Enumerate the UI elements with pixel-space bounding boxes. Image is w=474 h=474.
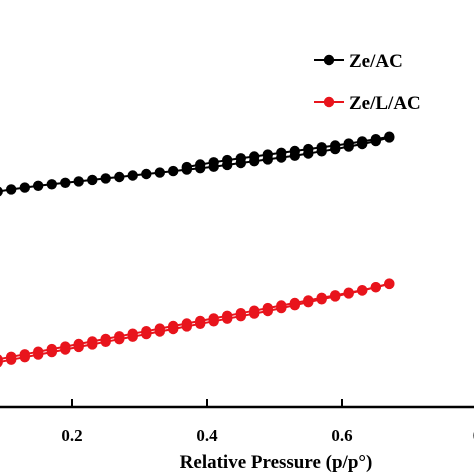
series-layer: [0, 131, 395, 367]
data-point: [222, 154, 233, 166]
data-point: [73, 176, 84, 187]
data-point: [208, 157, 219, 168]
data-point: [60, 177, 71, 188]
data-point: [384, 131, 395, 142]
x-tick-label: 0.4: [196, 426, 218, 445]
data-point: [141, 326, 152, 337]
legend-label: Ze/L/AC: [349, 93, 421, 114]
data-point: [235, 153, 246, 164]
data-point: [154, 167, 165, 178]
data-point: [289, 145, 300, 157]
data-point: [316, 142, 327, 153]
data-point: [330, 140, 341, 151]
legend-marker: [323, 54, 335, 66]
data-point: [33, 180, 44, 191]
data-point: [357, 285, 368, 296]
legend-item: Ze/L/AC: [314, 93, 421, 114]
data-point: [127, 170, 138, 181]
data-point: [6, 351, 17, 362]
data-point: [195, 315, 206, 327]
data-point: [181, 318, 192, 329]
series-line: [186, 135, 390, 169]
data-point: [0, 186, 3, 197]
data-point: [168, 165, 179, 177]
data-point: [357, 136, 368, 147]
data-point: [100, 333, 111, 345]
x-ticks: 0.2 0.4 0.6 0: [61, 399, 474, 445]
data-point: [46, 343, 57, 355]
x-tick-label: 0.6: [331, 426, 352, 445]
legend-marker: [323, 96, 335, 108]
data-point: [6, 184, 17, 195]
x-axis-title: Relative Pressure (p/p°): [180, 452, 373, 473]
data-point: [384, 278, 395, 290]
data-point: [249, 151, 260, 162]
legend-item: Ze/AC: [314, 51, 403, 72]
data-point: [276, 300, 287, 311]
data-point: [46, 179, 57, 190]
data-point: [114, 331, 125, 342]
data-point: [127, 328, 138, 339]
legend-label: Ze/AC: [349, 51, 403, 72]
data-point: [154, 323, 165, 334]
data-point: [289, 297, 300, 309]
data-point: [195, 159, 206, 170]
data-point: [0, 354, 3, 365]
x-tick-label: 0.2: [61, 426, 82, 445]
data-point: [370, 282, 381, 293]
data-point: [208, 313, 219, 324]
x-tick-label: 0: [473, 426, 474, 445]
legend: Ze/AC Ze/L/AC: [314, 51, 421, 114]
data-point: [343, 138, 354, 149]
data-point: [168, 320, 179, 332]
data-point: [114, 171, 125, 183]
series-series-3-desorption: [0, 278, 395, 365]
data-point: [60, 341, 71, 352]
data-point: [276, 147, 287, 158]
data-point: [181, 161, 192, 173]
data-point: [73, 338, 84, 350]
data-point: [87, 336, 98, 347]
data-point: [316, 292, 327, 303]
series-line: [0, 282, 390, 363]
data-point: [343, 287, 354, 298]
data-point: [87, 174, 98, 186]
data-point: [222, 310, 233, 321]
data-point: [303, 295, 314, 306]
data-point: [249, 305, 260, 316]
data-point: [303, 143, 314, 155]
data-point: [19, 349, 30, 360]
data-point: [330, 290, 341, 301]
data-point: [100, 173, 111, 184]
data-point: [262, 302, 273, 314]
data-point: [141, 168, 152, 180]
series-line: [0, 136, 390, 193]
data-point: [235, 308, 246, 319]
data-point: [19, 182, 30, 193]
series-series-1-desorption: [181, 131, 395, 173]
data-point: [33, 346, 44, 357]
data-point: [262, 149, 273, 160]
data-point: [370, 134, 381, 145]
